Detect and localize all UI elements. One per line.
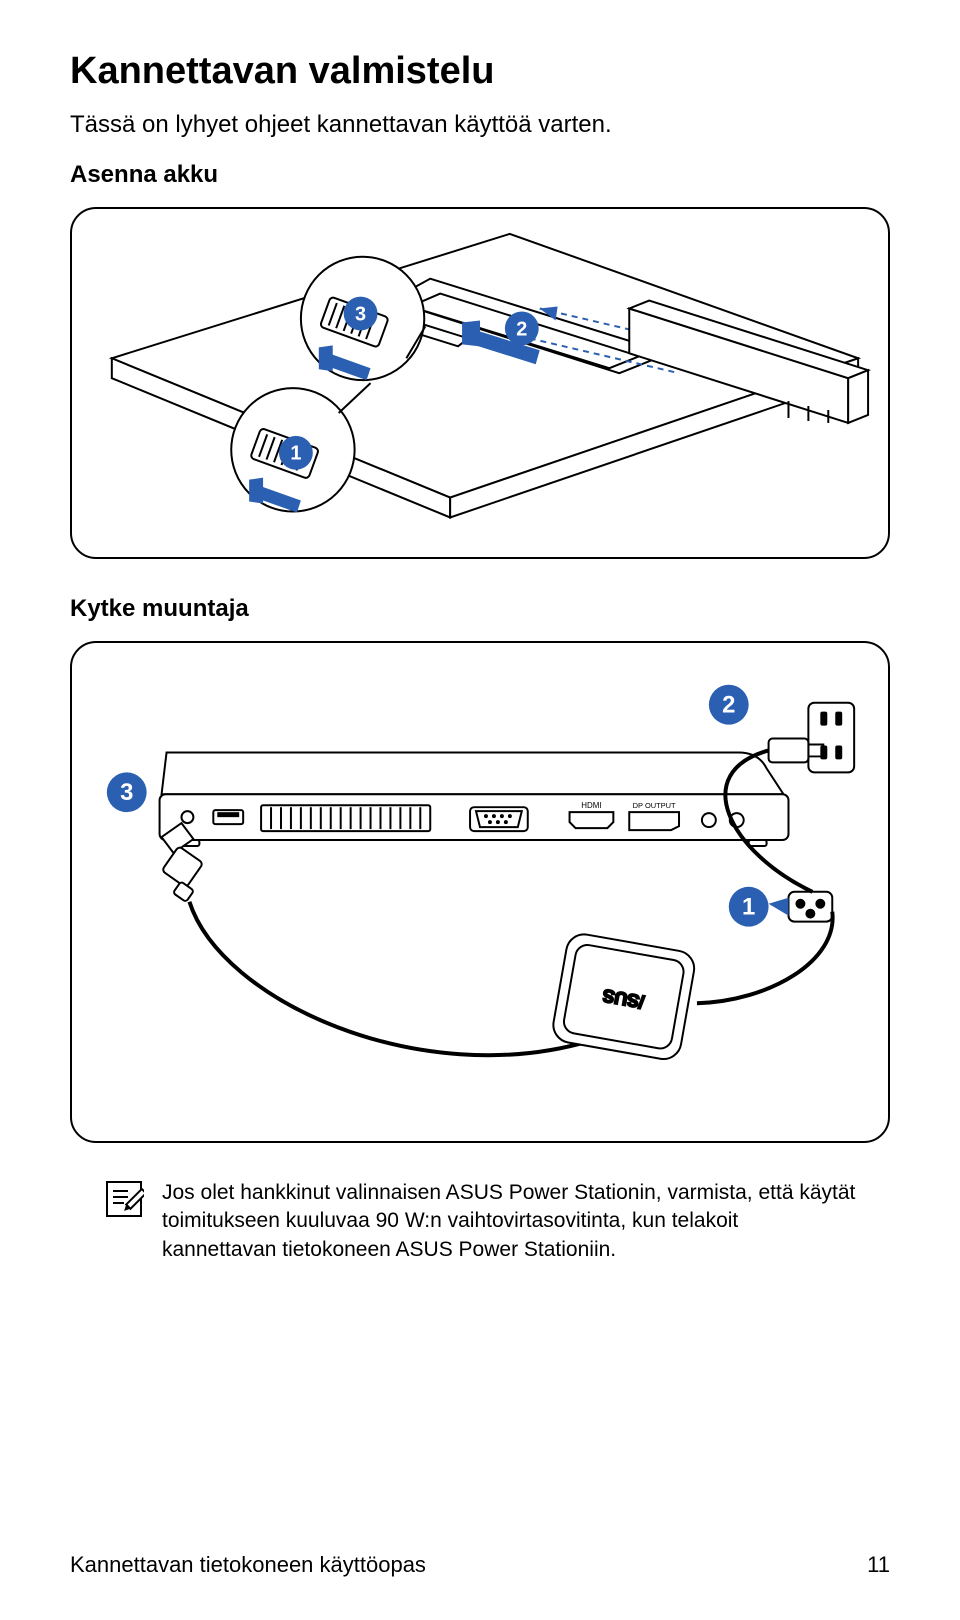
adapter-step-2-badge: 2 xyxy=(709,685,749,725)
svg-text:3: 3 xyxy=(355,303,366,325)
svg-text:2: 2 xyxy=(516,318,527,340)
svg-text:3: 3 xyxy=(120,780,133,807)
note-text: Jos olet hankkinut valinnaisen ASUS Powe… xyxy=(162,1179,856,1264)
adapter-connect-diagram: HDMI DP OUTPUT /SUS xyxy=(70,641,890,1143)
svg-text:1: 1 xyxy=(742,894,755,921)
footer-title: Kannettavan tietokoneen käyttöopas xyxy=(70,1552,426,1578)
note-pencil-icon xyxy=(104,1179,144,1219)
battery-step-1-badge: 1 xyxy=(279,436,313,470)
svg-text:1: 1 xyxy=(290,443,301,465)
section-heading-battery: Asenna akku xyxy=(70,161,890,189)
dp-port-label: DP OUTPUT xyxy=(633,801,676,810)
hdmi-port-label: HDMI xyxy=(581,801,601,810)
adapter-step-1-badge: 1 xyxy=(729,887,769,927)
intro-text: Tässä on lyhyet ohjeet kannettavan käytt… xyxy=(70,111,890,139)
page-number: 11 xyxy=(867,1552,890,1578)
note-block: Jos olet hankkinut valinnaisen ASUS Powe… xyxy=(104,1179,856,1264)
section-heading-adapter: Kytke muuntaja xyxy=(70,595,890,623)
adapter-step-3-badge: 3 xyxy=(107,773,147,813)
svg-text:2: 2 xyxy=(722,692,735,719)
battery-install-diagram: 1 2 3 xyxy=(70,207,890,559)
page-footer: Kannettavan tietokoneen käyttöopas 11 xyxy=(70,1552,890,1578)
battery-step-3-badge: 3 xyxy=(344,297,378,331)
page-title: Kannettavan valmistelu xyxy=(70,50,890,93)
battery-step-2-badge: 2 xyxy=(505,311,539,345)
